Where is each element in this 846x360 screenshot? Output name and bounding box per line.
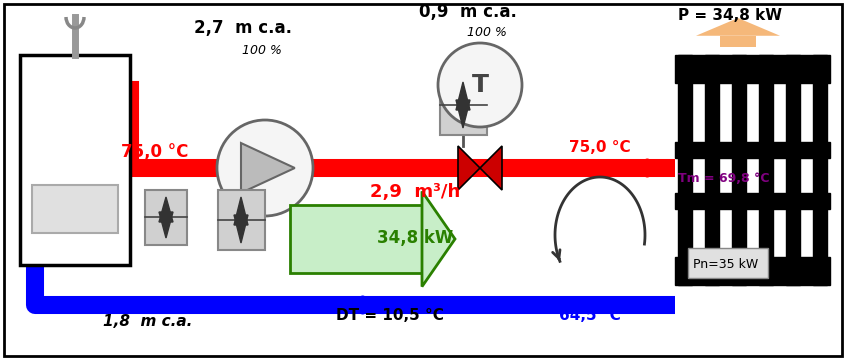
Bar: [20, 55, 130, 265]
Bar: [759, 55, 773, 285]
Bar: [813, 55, 827, 285]
Bar: [218, 190, 265, 250]
Polygon shape: [159, 197, 173, 222]
Bar: [290, 205, 422, 273]
Bar: [675, 143, 830, 158]
Bar: [732, 55, 746, 285]
Polygon shape: [234, 215, 248, 243]
Text: 64,5 °C: 64,5 °C: [559, 309, 621, 324]
Text: 0,9  m c.a.: 0,9 m c.a.: [419, 3, 517, 21]
Polygon shape: [458, 146, 480, 190]
Bar: [678, 55, 692, 285]
Text: 75,0 °C: 75,0 °C: [121, 143, 189, 161]
Text: DT = 10,5 °C: DT = 10,5 °C: [336, 307, 444, 323]
Circle shape: [217, 120, 313, 216]
Polygon shape: [422, 192, 455, 287]
Text: 34,8 kW: 34,8 kW: [376, 229, 453, 247]
Polygon shape: [696, 18, 780, 36]
Text: T: T: [471, 73, 488, 97]
Text: 100 %: 100 %: [242, 44, 282, 57]
Circle shape: [438, 43, 522, 127]
Bar: [705, 55, 719, 285]
Bar: [786, 55, 800, 285]
Bar: [440, 75, 487, 135]
Bar: [675, 193, 830, 209]
Text: 2,9  m³/h: 2,9 m³/h: [370, 183, 460, 201]
Bar: [675, 257, 830, 285]
Polygon shape: [159, 212, 173, 238]
Bar: [32, 185, 118, 233]
Polygon shape: [456, 82, 470, 110]
Text: P = 34,8 kW: P = 34,8 kW: [678, 8, 782, 22]
Bar: [688, 248, 768, 278]
Polygon shape: [241, 143, 294, 193]
Bar: [675, 55, 830, 83]
Polygon shape: [456, 100, 470, 128]
Text: 2,7  m c.a.: 2,7 m c.a.: [194, 19, 292, 37]
Text: 100 %: 100 %: [467, 27, 507, 40]
Polygon shape: [480, 146, 502, 190]
Polygon shape: [234, 197, 248, 225]
Bar: [720, 36, 755, 47]
Text: Tm = 69,8 °C: Tm = 69,8 °C: [678, 171, 770, 184]
Text: 75,0 °C: 75,0 °C: [569, 140, 631, 156]
Bar: [145, 190, 187, 245]
Text: Pn=35 kW: Pn=35 kW: [694, 258, 759, 271]
Text: 1,8  m c.a.: 1,8 m c.a.: [103, 315, 193, 329]
